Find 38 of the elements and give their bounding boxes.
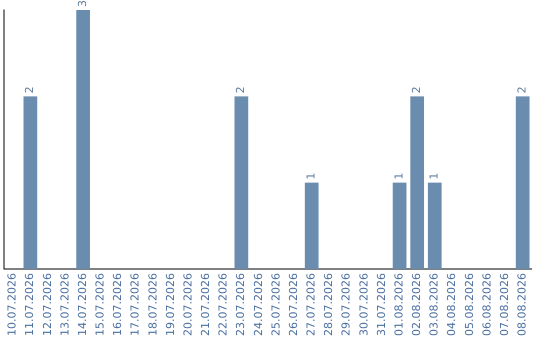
data-label: 1 bbox=[392, 172, 406, 180]
data-label: 3 bbox=[76, 0, 89, 7]
data-label: 1 bbox=[304, 172, 318, 180]
x-tick-label: 29.07.2026 bbox=[340, 273, 353, 336]
x-tick-label: 01.08.2026 bbox=[392, 273, 406, 336]
x-tick-label: 28.07.2026 bbox=[322, 273, 336, 336]
x-tick-label: 04.08.2026 bbox=[445, 273, 458, 336]
x-tick-label: 08.08.2026 bbox=[516, 273, 529, 336]
x-tick-label: 16.07.2026 bbox=[111, 273, 124, 336]
x-tick-label: 30.07.2026 bbox=[357, 273, 370, 336]
data-label: 2 bbox=[516, 86, 529, 94]
x-tick-label: 24.07.2026 bbox=[252, 273, 265, 336]
x-tick-label: 10.07.2026 bbox=[6, 273, 19, 336]
x-tick-label: 27.07.2026 bbox=[304, 273, 318, 336]
x-tick-label: 05.08.2026 bbox=[462, 273, 476, 336]
data-label: 2 bbox=[410, 86, 424, 94]
data-label: 2 bbox=[23, 86, 36, 94]
x-tick-label: 21.07.2026 bbox=[199, 273, 212, 336]
x-tick-label: 02.08.2026 bbox=[410, 273, 424, 336]
x-tick-label: 31.07.2026 bbox=[374, 273, 388, 336]
data-label: 1 bbox=[428, 172, 441, 180]
x-tick-label: 20.07.2026 bbox=[181, 273, 194, 336]
x-tick-label: 17.07.2026 bbox=[128, 273, 142, 336]
x-tick-label: 22.07.2026 bbox=[216, 273, 230, 336]
x-tick-label: 07.08.2026 bbox=[498, 273, 511, 336]
x-tick-label: 19.07.2026 bbox=[164, 273, 177, 336]
x-tick-label: 23.07.2026 bbox=[234, 273, 248, 336]
x-tick-label: 06.08.2026 bbox=[480, 273, 494, 336]
x-tick-label: 26.07.2026 bbox=[286, 273, 300, 336]
x-tick-label: 25.07.2026 bbox=[269, 273, 282, 336]
x-tick-label: 11.07.2026 bbox=[23, 273, 36, 336]
x-tick-label: 03.08.2026 bbox=[428, 273, 441, 336]
x-tick-label: 13.07.2026 bbox=[58, 273, 72, 336]
x-tick-label: 15.07.2026 bbox=[94, 273, 107, 336]
x-tick-label: 12.07.2026 bbox=[40, 273, 54, 336]
x-tick-label: 18.07.2026 bbox=[146, 273, 160, 336]
data-label: 2 bbox=[234, 86, 248, 94]
x-tick-label: 14.07.2026 bbox=[76, 273, 89, 336]
